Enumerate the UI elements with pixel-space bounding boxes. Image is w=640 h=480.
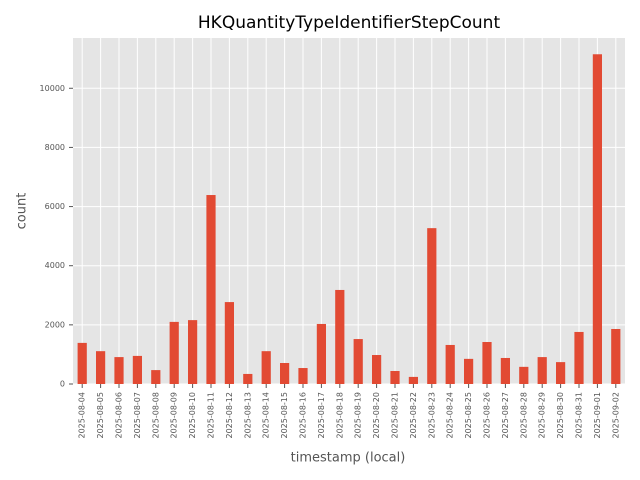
bar bbox=[132, 355, 142, 384]
bar bbox=[519, 366, 529, 384]
bar bbox=[316, 323, 326, 384]
y-tick-label: 6000 bbox=[45, 202, 65, 211]
x-tick-label: 2025-08-08 bbox=[151, 392, 160, 439]
x-tick-label: 2025-08-09 bbox=[170, 392, 179, 439]
bar bbox=[464, 358, 474, 384]
x-tick-label: 2025-08-27 bbox=[501, 392, 510, 439]
x-tick-label: 2025-08-29 bbox=[538, 392, 547, 439]
bar bbox=[445, 344, 455, 384]
x-tick-label: 2025-08-05 bbox=[96, 392, 105, 439]
bar bbox=[224, 302, 234, 384]
bar bbox=[372, 355, 382, 384]
x-tick-label: 2025-08-31 bbox=[575, 392, 584, 439]
x-tick-label: 2025-08-18 bbox=[335, 392, 344, 439]
bar bbox=[574, 331, 584, 384]
x-tick-label: 2025-08-22 bbox=[409, 392, 418, 439]
bar bbox=[500, 357, 510, 384]
x-tick-label: 2025-08-21 bbox=[391, 392, 400, 439]
y-axis-label: count bbox=[15, 193, 30, 230]
x-tick-label: 2025-08-07 bbox=[133, 392, 142, 439]
bar bbox=[151, 370, 161, 384]
bar bbox=[114, 357, 124, 384]
x-tick-label: 2025-08-14 bbox=[262, 392, 271, 439]
bar bbox=[611, 328, 621, 384]
bar bbox=[537, 357, 547, 384]
x-tick-label: 2025-08-06 bbox=[115, 392, 124, 439]
plot-area bbox=[73, 38, 625, 384]
x-tick-label: 2025-08-13 bbox=[243, 392, 252, 439]
bar bbox=[335, 289, 345, 384]
bar bbox=[390, 370, 400, 384]
chart-title: HKQuantityTypeIdentifierStepCount bbox=[198, 13, 501, 33]
x-tick-label: 2025-08-10 bbox=[188, 392, 197, 439]
y-tick-label: 0 bbox=[60, 380, 65, 389]
bar bbox=[427, 228, 437, 384]
x-tick-label: 2025-09-01 bbox=[593, 392, 602, 439]
x-axis-label: timestamp (local) bbox=[291, 451, 406, 466]
x-tick-label: 2025-08-23 bbox=[427, 392, 436, 439]
bar bbox=[353, 339, 363, 384]
bar bbox=[592, 54, 602, 385]
y-tick-label: 8000 bbox=[45, 143, 65, 152]
bar bbox=[408, 376, 418, 384]
x-tick-label: 2025-08-25 bbox=[464, 392, 473, 439]
x-tick-label: 2025-08-24 bbox=[446, 392, 455, 439]
x-tick-label: 2025-08-04 bbox=[78, 392, 87, 439]
bar bbox=[298, 368, 308, 384]
x-tick-label: 2025-08-30 bbox=[556, 392, 565, 439]
bar bbox=[482, 342, 492, 384]
x-tick-label: 2025-08-26 bbox=[483, 392, 492, 439]
bar bbox=[96, 351, 106, 384]
bar bbox=[188, 320, 198, 384]
x-tick-label: 2025-08-15 bbox=[280, 392, 289, 439]
bar bbox=[243, 373, 253, 384]
x-tick-label: 2025-08-20 bbox=[372, 392, 381, 439]
x-tick-label: 2025-08-28 bbox=[519, 392, 528, 439]
y-tick-label: 2000 bbox=[45, 320, 65, 329]
y-tick-label: 4000 bbox=[45, 261, 65, 270]
bar bbox=[206, 195, 216, 384]
bar bbox=[556, 362, 566, 384]
y-tick-label: 10000 bbox=[40, 84, 65, 93]
x-tick-label: 2025-08-17 bbox=[317, 392, 326, 439]
x-tick-label: 2025-08-19 bbox=[354, 392, 363, 439]
bar bbox=[261, 351, 271, 384]
bar bbox=[169, 321, 179, 384]
x-tick-label: 2025-08-16 bbox=[299, 392, 308, 439]
bar bbox=[280, 363, 290, 384]
x-tick-label: 2025-08-11 bbox=[207, 392, 216, 439]
x-tick-label: 2025-09-02 bbox=[611, 392, 620, 439]
bar bbox=[77, 342, 87, 384]
x-tick-label: 2025-08-12 bbox=[225, 392, 234, 439]
